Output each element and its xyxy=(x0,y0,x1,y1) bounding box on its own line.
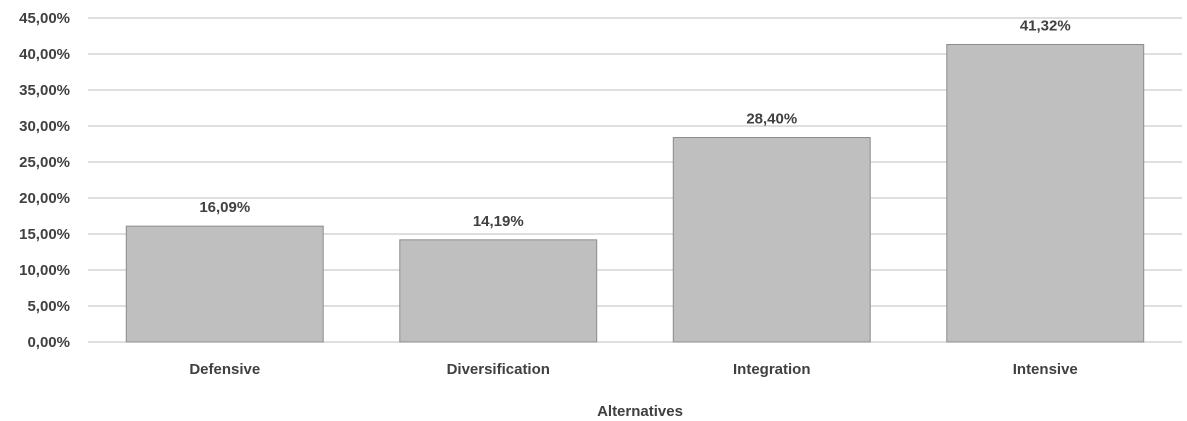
bar-diversification xyxy=(399,239,598,343)
y-tick-label: 40,00% xyxy=(19,46,70,63)
y-tick-label: 5,00% xyxy=(27,298,70,315)
x-axis-title: Alternatives xyxy=(597,403,683,420)
y-tick-label: 30,00% xyxy=(19,118,70,135)
x-axis-category-labels: Defensive Diversification Integration Inten… xyxy=(189,361,1077,378)
y-tick-label: 35,00% xyxy=(19,82,70,99)
x-category-label: Intensive xyxy=(1013,361,1078,378)
data-label: 14,19% xyxy=(473,213,524,230)
y-tick-label: 45,00% xyxy=(19,10,70,27)
y-tick-label: 10,00% xyxy=(19,262,70,279)
data-label: 41,32% xyxy=(1020,17,1071,34)
y-tick-label: 20,00% xyxy=(19,190,70,207)
y-axis-tick-labels: 0,00% 5,00% 10,00% 15,00% 20,00% 25,00% 30,00%… xyxy=(19,10,70,351)
bar-defensive xyxy=(125,225,324,343)
bar-intensive xyxy=(946,43,1145,343)
x-category-label: Diversification xyxy=(447,361,550,378)
y-tick-label: 25,00% xyxy=(19,154,70,171)
x-category-label: Defensive xyxy=(189,361,260,378)
y-tick-label: 15,00% xyxy=(19,226,70,243)
data-label: 16,09% xyxy=(199,199,250,216)
x-category-label: Integration xyxy=(733,361,811,378)
bar-integration xyxy=(672,137,871,343)
data-labels: 16,09% 14,19% 28,40% 41,32% xyxy=(199,17,1070,229)
y-tick-label: 0,00% xyxy=(27,334,70,351)
data-label: 28,40% xyxy=(746,111,797,128)
bars xyxy=(125,43,1145,343)
